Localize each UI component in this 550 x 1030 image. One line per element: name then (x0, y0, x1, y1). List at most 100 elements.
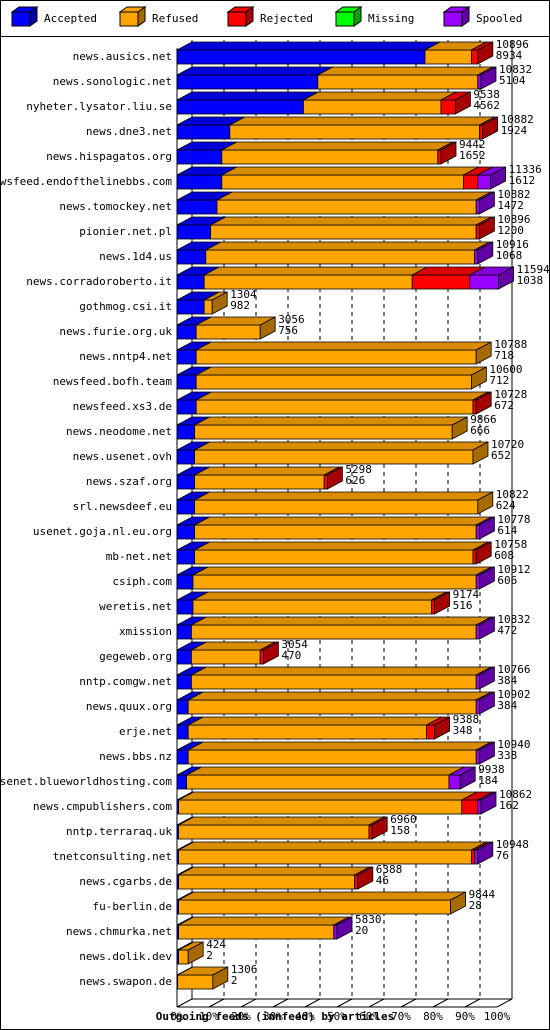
bar-front (472, 549, 477, 565)
bar-front (469, 274, 499, 290)
legend-swatch-side (137, 6, 146, 27)
bar-segment (176, 166, 237, 190)
bar-front (176, 349, 197, 365)
bar-side (478, 741, 495, 765)
legend-swatch-side (245, 6, 254, 27)
bar-side (357, 866, 374, 890)
y-tick-label: mb-net.net (106, 550, 172, 563)
bar-top-shade (205, 242, 490, 250)
y-tick-label: news.nntp4.net (79, 350, 172, 363)
bar-side (498, 266, 514, 290)
value-label-bottom: 384 (497, 674, 517, 687)
bar-top-shade (177, 567, 208, 575)
bar-side-shade (479, 517, 495, 539)
bar-side (211, 291, 228, 315)
tick-mark (176, 998, 193, 1008)
bar-top-shade (178, 867, 370, 875)
bar-front (178, 874, 356, 890)
value-label-top: 9174 (453, 588, 480, 601)
bar-front (178, 799, 463, 815)
bar-front (176, 274, 205, 290)
bar-side-shade (327, 467, 343, 489)
value-label-bottom: 1038 (517, 274, 544, 287)
bar-front (192, 599, 432, 615)
bar-front (470, 49, 479, 65)
y-tick-label: gegeweb.org (99, 650, 172, 663)
y-tick-label: srl.newsdeef.eu (73, 500, 172, 513)
y-tick-label: news.ausics.net (73, 50, 172, 63)
bar-top-shade (178, 842, 487, 850)
bar-side (475, 341, 492, 365)
bar-top-shade (178, 917, 349, 925)
bar-top-shade (177, 192, 232, 200)
bar-top-shade (194, 442, 488, 450)
value-label-top: 10766 (497, 663, 530, 676)
value-label-top: 10778 (497, 513, 530, 526)
value-label-top: 10758 (494, 538, 527, 551)
bar-side-shade (479, 192, 495, 214)
bar-side (472, 441, 489, 465)
value-label-bottom: 666 (470, 424, 490, 437)
bar-top-shade (177, 442, 210, 450)
bar-top-shade (177, 342, 212, 350)
legend-item: Missing (334, 6, 414, 27)
bar-top-shade (177, 517, 210, 525)
bar-front (229, 124, 480, 140)
bar-front (176, 524, 196, 540)
bar-side-shade (477, 42, 493, 64)
value-label-top: 9866 (470, 413, 497, 426)
bar-segment (178, 866, 370, 890)
bar-side-shade (476, 342, 492, 364)
bar-side (326, 466, 343, 490)
bar-front (176, 424, 196, 440)
bar-front (195, 324, 261, 340)
bar-side-shade (372, 817, 388, 839)
legend-swatch-shade (30, 7, 37, 26)
bar-front (190, 624, 477, 640)
bar-segment (176, 216, 226, 240)
bar-front (195, 399, 474, 415)
bar-top-shade (221, 142, 453, 150)
bar-top-shade (210, 217, 492, 225)
value-label-top: 10728 (494, 388, 527, 401)
bar-segment (195, 316, 276, 340)
bar-top-shade (303, 92, 456, 100)
value-label-top: 3056 (278, 313, 305, 326)
y-tick-label: erje.net (119, 725, 172, 738)
bar-segment (178, 891, 466, 915)
value-label-top: 10862 (499, 788, 532, 801)
bar-front (176, 374, 197, 390)
x-tick-label: 60% (359, 1010, 379, 1023)
bar-front (475, 749, 480, 765)
bar-top-shade (177, 642, 207, 650)
bar-side-shade (479, 617, 495, 639)
bar-top-shade (177, 767, 202, 775)
legend-swatch (227, 11, 247, 27)
bar-top-shade (477, 167, 506, 175)
bar-side-shade (455, 92, 471, 114)
bar-top-shade (193, 567, 492, 575)
y-tick-label: news.furie.org.uk (59, 325, 172, 338)
value-label-bottom: 8934 (496, 49, 523, 62)
bar-side-shade (498, 267, 514, 289)
bar-top-shade (463, 167, 493, 175)
bar-front (195, 374, 472, 390)
bar-front (194, 474, 325, 490)
value-label-top: 5830 (355, 913, 382, 926)
bar-front (475, 199, 480, 215)
value-label-top: 3054 (281, 638, 308, 651)
value-label-top: 6960 (390, 813, 417, 826)
bar-front (194, 449, 474, 465)
bar-front (424, 49, 472, 65)
value-label-top: 9538 (473, 88, 500, 101)
value-label-top: 10948 (496, 838, 529, 851)
value-label-bottom: 20 (355, 924, 368, 937)
bar-top-shade (177, 742, 204, 750)
bar-segment (194, 441, 489, 465)
bar-segment (190, 616, 492, 640)
bar-side (490, 166, 507, 190)
bar-side (482, 116, 499, 140)
bar-segment (195, 341, 492, 365)
bar-side (475, 541, 492, 565)
bar-segment (469, 266, 514, 290)
